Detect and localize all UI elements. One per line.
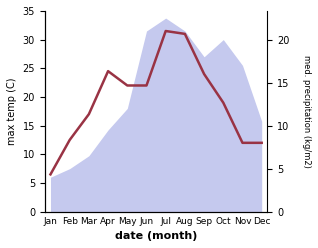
Y-axis label: max temp (C): max temp (C) (7, 78, 17, 145)
Y-axis label: med. precipitation (kg/m2): med. precipitation (kg/m2) (302, 55, 311, 168)
X-axis label: date (month): date (month) (115, 231, 197, 241)
